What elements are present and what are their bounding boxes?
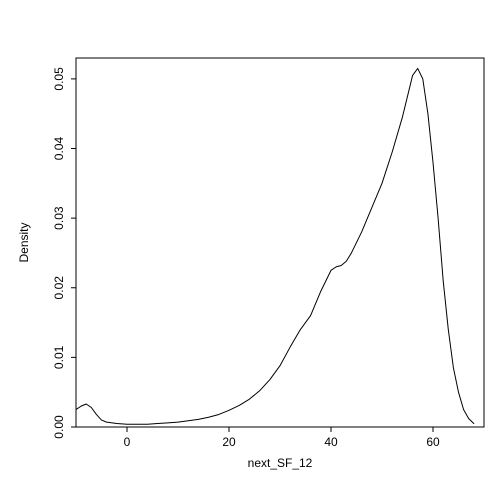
x-tick-label: 20 bbox=[222, 435, 236, 449]
y-tick-label: 0.00 bbox=[52, 415, 66, 439]
y-tick-label: 0.01 bbox=[52, 345, 66, 369]
y-axis-label: Density bbox=[17, 222, 31, 262]
x-axis-label: next_SF_12 bbox=[248, 456, 313, 470]
y-tick-label: 0.03 bbox=[52, 206, 66, 230]
x-tick-label: 0 bbox=[124, 435, 131, 449]
y-tick-label: 0.04 bbox=[52, 137, 66, 161]
y-tick-label: 0.02 bbox=[52, 276, 66, 300]
y-tick-label: 0.05 bbox=[52, 67, 66, 91]
x-tick-label: 40 bbox=[324, 435, 338, 449]
x-tick-label: 60 bbox=[426, 435, 440, 449]
density-plot: 0 20 40 60 0.00 0.01 0.02 0.03 0.04 0.05 next_SF_1… bbox=[0, 0, 504, 504]
plot-svg: 0 20 40 60 0.00 0.01 0.02 0.03 0.04 0.05 next_SF_1… bbox=[0, 0, 504, 504]
